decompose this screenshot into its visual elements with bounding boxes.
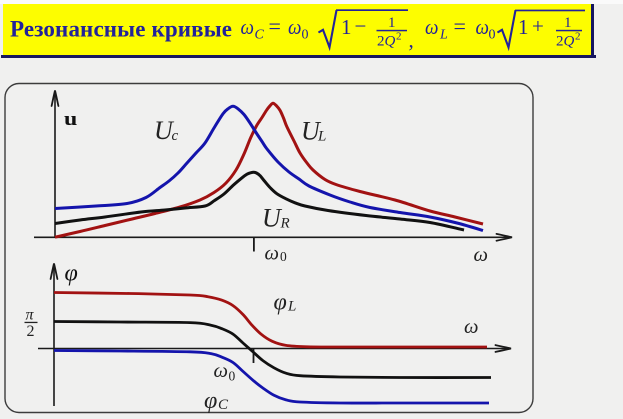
svg-text:2: 2 [377,34,385,50]
svg-text:R: R [280,216,290,232]
svg-text:0: 0 [302,28,309,43]
svg-text:L: L [317,129,326,145]
svg-text:1: 1 [341,15,352,39]
svg-text:1: 1 [388,15,396,31]
svg-text:0: 0 [229,369,236,384]
svg-text:C: C [255,28,265,43]
svg-text:L: L [287,299,296,315]
svg-text:0: 0 [489,28,496,43]
svg-text:Q: Q [385,34,396,50]
svg-text:=: = [269,14,281,39]
svg-text:L: L [439,28,448,43]
svg-text:2: 2 [556,34,564,50]
svg-text:=: = [454,14,466,39]
svg-text:u: u [64,109,78,130]
svg-text:2: 2 [575,31,581,43]
svg-text:ω: ω [464,316,479,338]
svg-text:+: + [532,14,544,38]
svg-text:φ: φ [65,261,78,287]
svg-text:0: 0 [280,249,287,264]
svg-text:2: 2 [27,323,35,340]
svg-text:ω: ω [476,15,490,39]
svg-text:ω: ω [265,243,280,265]
svg-text:c: c [172,128,179,144]
svg-text:2: 2 [396,31,402,43]
svg-text:U: U [154,116,175,145]
svg-text:U: U [301,117,322,146]
svg-text:U: U [262,204,283,233]
svg-text:Q: Q [564,34,575,50]
svg-text:ω: ω [214,360,229,382]
svg-text:−: − [355,14,367,38]
svg-text:1: 1 [564,15,572,31]
svg-text:ω: ω [474,244,489,266]
svg-text:π: π [26,307,35,324]
svg-text:Резонансные кривые: Резонансные кривые [10,17,232,42]
svg-text:φ: φ [204,388,217,414]
svg-text:ω: ω [288,15,302,39]
svg-text:ω: ω [425,15,439,39]
svg-text:1: 1 [518,15,529,39]
svg-text:ω: ω [241,15,255,39]
svg-text:φ: φ [274,290,287,316]
svg-text:C: C [218,397,229,413]
svg-text:,: , [409,28,414,52]
